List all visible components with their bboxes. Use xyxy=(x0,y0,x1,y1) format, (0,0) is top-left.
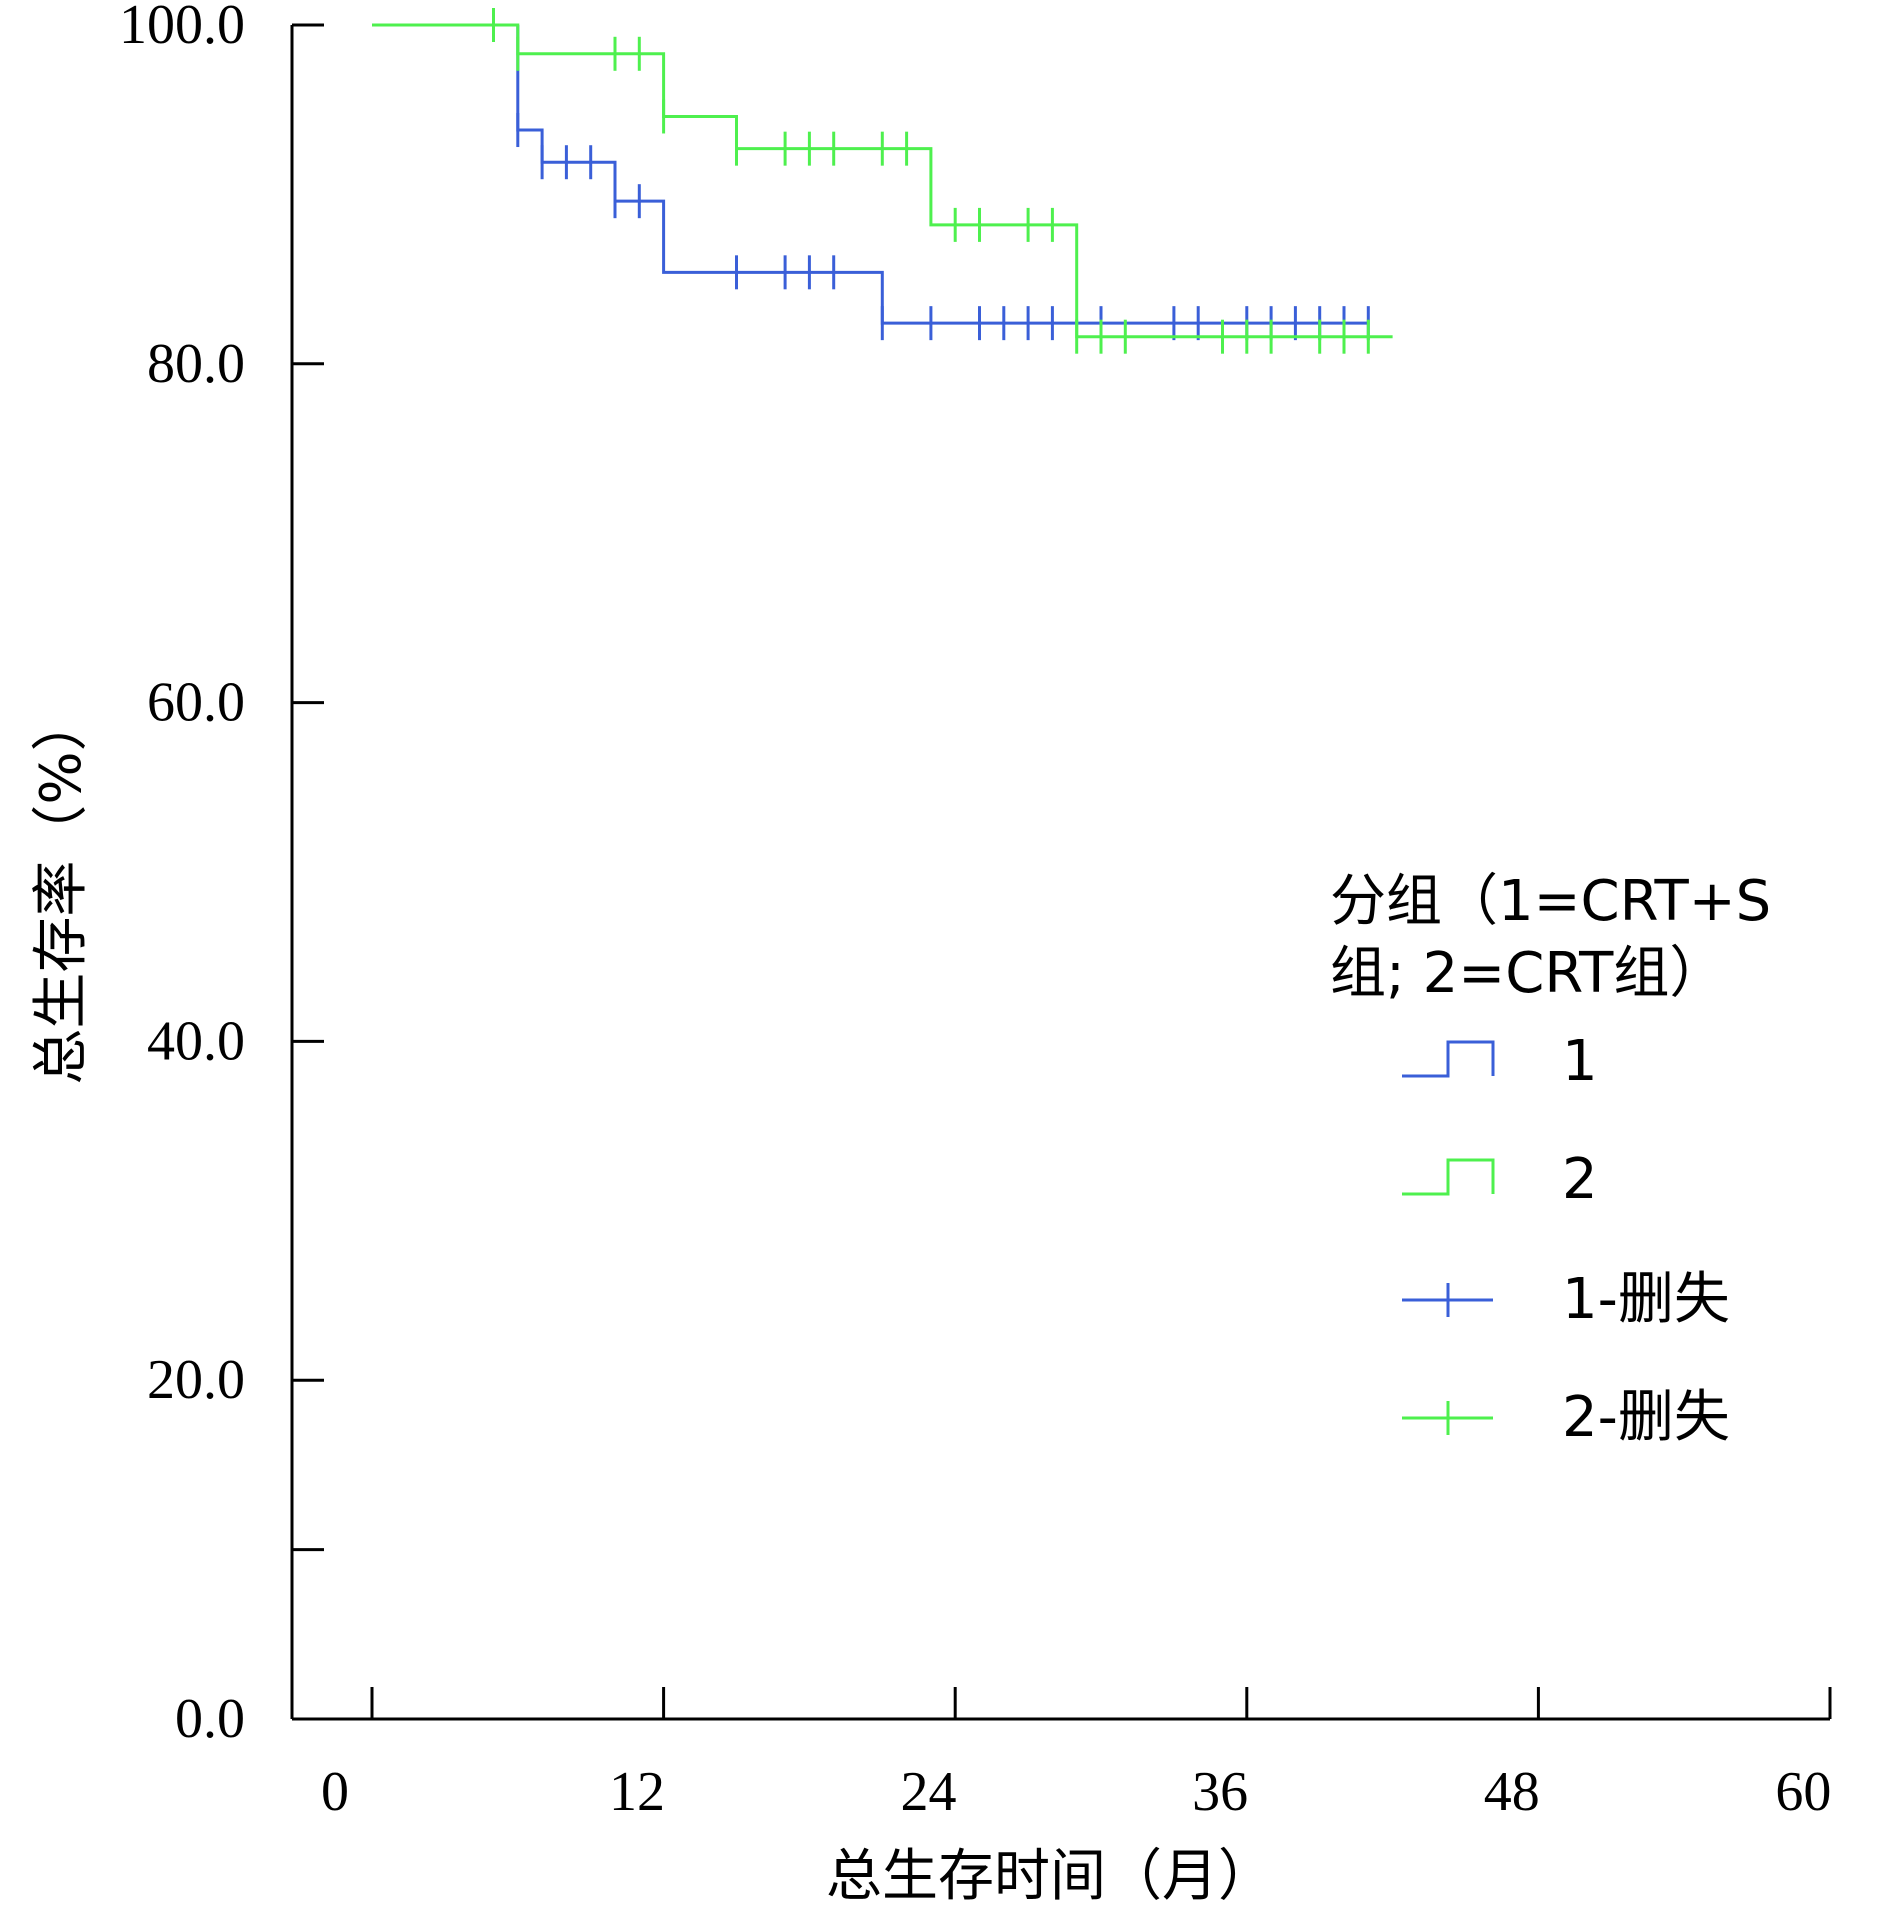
legend-step-swatch xyxy=(1402,1040,1495,1078)
legend-label: 1-删失 xyxy=(1562,1267,1730,1332)
legend-entry: 1-删失 xyxy=(1402,1267,1730,1332)
x-tick-label: 12 xyxy=(609,1761,665,1823)
y-tick-label: 20.0 xyxy=(147,1349,245,1411)
series-1-line xyxy=(516,25,1369,325)
x-tick-label: 24 xyxy=(901,1761,957,1823)
y-axis: 0.0 20.0 40.0 60.0 80.0 100.0 xyxy=(119,0,324,1750)
y-axis-title: 总生存率（%） xyxy=(29,695,94,1084)
y-tick-label: 80.0 xyxy=(147,333,245,395)
legend-step-swatch xyxy=(1402,1158,1495,1196)
x-tick-label: 60 xyxy=(1775,1761,1831,1823)
y-tick-label: 40.0 xyxy=(147,1010,245,1072)
legend-label: 2 xyxy=(1562,1147,1598,1212)
x-axis-title: 总生存时间（月） xyxy=(826,1844,1274,1909)
y-tick-label: 100.0 xyxy=(119,0,245,56)
legend: 分组（1=CRT+S 组; 2=CRT组） 1 2 1-删失 2-删失 xyxy=(1330,869,1771,1450)
legend-entry: 2-删失 xyxy=(1402,1385,1730,1450)
y-tick-label: 60.0 xyxy=(147,672,245,734)
x-tick-label: 48 xyxy=(1484,1761,1540,1823)
legend-title-line1: 分组（1=CRT+S xyxy=(1330,869,1771,934)
legend-entry: 2 xyxy=(1402,1147,1598,1212)
plot-curves xyxy=(372,8,1393,354)
legend-label: 1 xyxy=(1562,1029,1598,1094)
y-tick-label: 0.0 xyxy=(175,1688,245,1750)
legend-title-line2: 组; 2=CRT组） xyxy=(1330,941,1725,1006)
x-tick-label: 0 xyxy=(321,1761,349,1823)
legend-entry: 1 xyxy=(1402,1029,1598,1094)
legend-label: 2-删失 xyxy=(1562,1385,1730,1450)
x-axis: 0 12 24 36 48 60 xyxy=(292,1687,1832,1823)
x-tick-label: 36 xyxy=(1192,1761,1248,1823)
